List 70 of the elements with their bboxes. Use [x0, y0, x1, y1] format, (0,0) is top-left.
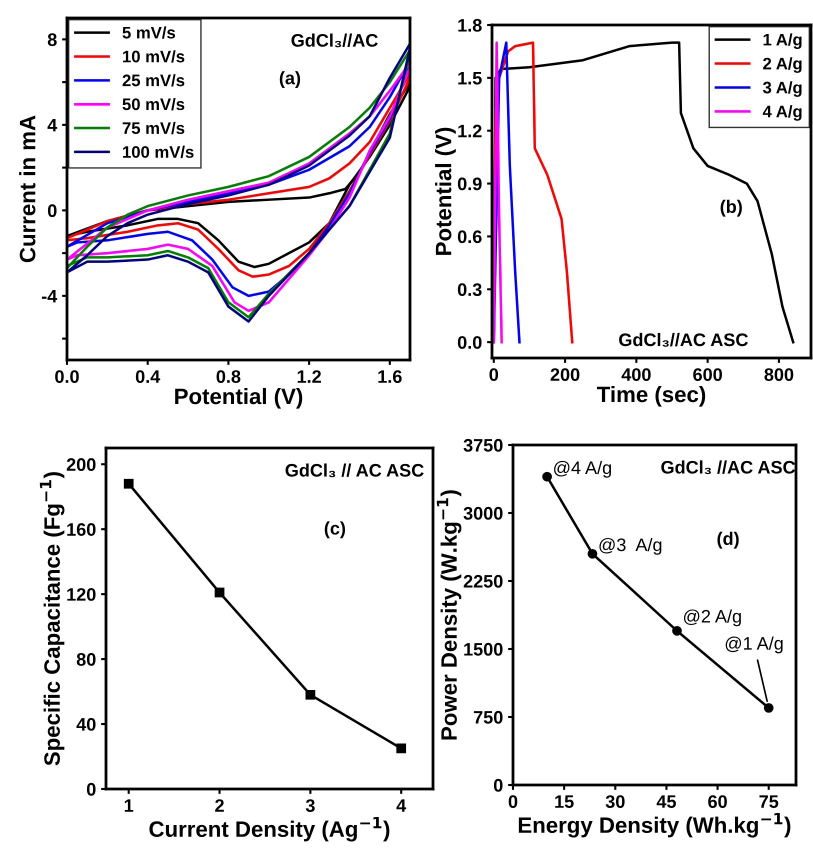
annotation: @2 A/g — [684, 609, 741, 626]
x-tick-label: 200 — [550, 368, 580, 381]
legend-label: 2 A/g — [763, 57, 802, 73]
legend-label: 4 A/g — [762, 105, 802, 121]
legend-label: 1 A/g — [764, 33, 802, 49]
legend-label: 10 mV/s — [123, 50, 184, 63]
y-tick-label: 1.8 — [458, 18, 482, 32]
annotation: @3 A/g — [599, 538, 662, 555]
y-tick-label: 0.0 — [458, 336, 482, 349]
annotation: GdCl₃//AC ASC — [619, 332, 748, 347]
y-tick-label: 1.2 — [458, 124, 482, 138]
x-tick-label: 60 — [708, 795, 727, 808]
x-tick-label: 600 — [693, 368, 722, 381]
y-tick-label: 3000 — [464, 506, 503, 520]
y-axis-title: Power Density (W.kg$^{−1}$) — [436, 490, 462, 740]
x-tick-label: 800 — [764, 368, 794, 381]
annotation: @4 A/g — [554, 460, 611, 478]
y-tick-label: 200 — [66, 458, 96, 471]
x-tick-label: 3 — [306, 799, 315, 812]
legend-label: 25 mV/s — [122, 74, 184, 86]
y-tick-label: 2250 — [464, 574, 503, 588]
y-axis-title: Specific Capacitance (Fg$^{−1}$) — [40, 472, 64, 766]
annotation: @1 A/g — [726, 636, 783, 654]
y-axis-title: Potential (V) — [435, 128, 456, 255]
x-axis-title: Current Density (Ag$^{−1}$) — [149, 816, 390, 842]
legend-label: 3 A/g — [762, 81, 802, 97]
x-tick-label: 0.4 — [136, 370, 160, 383]
y-tick-label: 0 — [48, 204, 57, 218]
legend-label: 75 mV/s — [122, 122, 184, 134]
x-tick-label: 1 — [124, 799, 134, 812]
y-tick-label: 750 — [474, 710, 503, 724]
y-tick-label: 0 — [494, 778, 503, 792]
x-tick-label: 2 — [215, 799, 224, 812]
annotation: (a) — [280, 71, 300, 88]
y-tick-label: 0.3 — [458, 283, 482, 296]
x-axis-title: Time (sec) — [596, 386, 706, 407]
y-tick-label: 8 — [48, 33, 57, 46]
y-tick-label: 1.5 — [458, 72, 482, 85]
annotation: GdCl₃ // AC ASC — [286, 463, 424, 478]
y-tick-label: 0 — [86, 782, 96, 796]
x-tick-label: 0 — [508, 795, 518, 808]
x-tick-label: 1.2 — [298, 370, 321, 383]
y-tick-label: 0.9 — [458, 178, 482, 190]
y-tick-label: 4 — [48, 118, 58, 132]
x-tick-label: 400 — [622, 368, 651, 381]
legend-label: 50 mV/s — [122, 98, 184, 110]
annotation: (b) — [720, 200, 742, 217]
y-tick-label: 0.6 — [458, 230, 482, 244]
y-tick-label: 40 — [76, 718, 96, 731]
x-tick-label: 0.8 — [216, 370, 240, 383]
y-tick-label: 3750 — [464, 438, 503, 452]
y-axis-title: Current in mA — [19, 116, 36, 262]
annotation: (d) — [717, 532, 739, 549]
y-tick-label: 160 — [67, 523, 96, 536]
legend-label: 5 mV/s — [122, 26, 176, 39]
y-tick-label: 1500 — [464, 642, 503, 656]
x-tick-label: 30 — [606, 795, 625, 808]
y-tick-label: 120 — [67, 588, 96, 601]
x-axis-title: Potential (V) — [175, 388, 302, 409]
y-tick-label: 80 — [76, 653, 96, 666]
x-tick-label: 45 — [656, 795, 676, 808]
annotation: GdCl₃//AC — [291, 34, 378, 48]
x-tick-label: 4 — [396, 799, 406, 812]
legend-label: 100 mV/s — [123, 146, 194, 158]
x-axis-title: Energy Density (Wh.kg$^{−1}$) — [518, 812, 790, 838]
annotation: (c) — [324, 521, 346, 538]
y-tick-label: -4 — [42, 290, 58, 302]
x-tick-label: 15 — [555, 795, 574, 808]
x-tick-label: 75 — [759, 795, 778, 808]
x-tick-label: 1.6 — [378, 370, 402, 383]
